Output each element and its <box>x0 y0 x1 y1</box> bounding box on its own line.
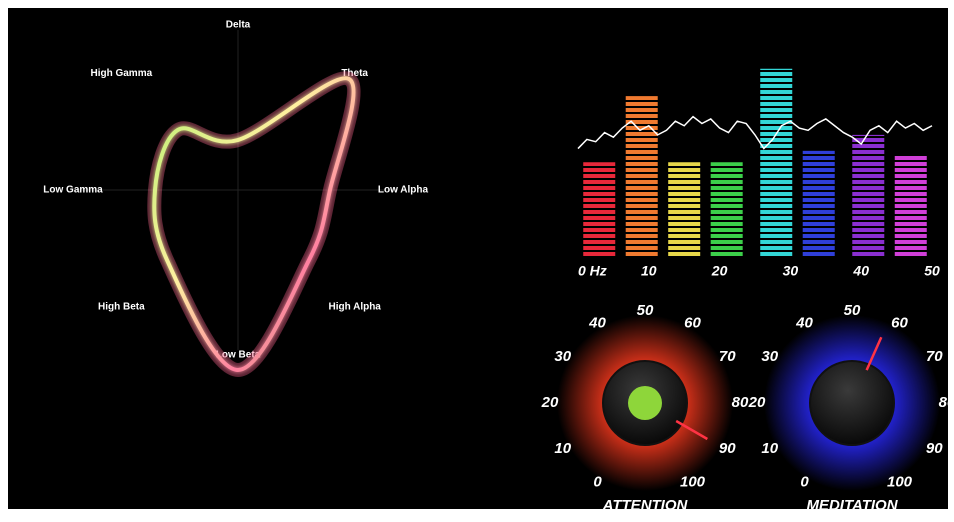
gauge-tick-label: 100 <box>680 474 706 491</box>
axis-label: Low Beta <box>216 350 261 361</box>
gauge-tick-label: 100 <box>887 474 913 491</box>
x-tick-label: 10 <box>641 263 657 279</box>
gauge-tick-label: 40 <box>588 314 606 331</box>
bar <box>668 162 701 258</box>
axis-label: Low Alpha <box>378 185 429 196</box>
gauge-indicator <box>628 386 662 420</box>
bar <box>852 134 885 258</box>
gauge-tick-label: 20 <box>541 394 559 411</box>
x-tick-label: 40 <box>852 263 869 279</box>
axis-label: High Alpha <box>328 301 381 312</box>
gauge-tick-label: 0 <box>800 474 809 491</box>
bar <box>583 162 616 258</box>
gauge-tick-label: 60 <box>891 314 908 331</box>
axis-label: High Beta <box>98 301 145 312</box>
gauge-tick-label: 50 <box>637 302 654 319</box>
axis-label: Theta <box>341 68 368 79</box>
gauge-tick-label: 70 <box>926 348 943 365</box>
gauge-tick-label: 30 <box>554 348 571 365</box>
x-tick-label: 0 Hz <box>578 263 607 279</box>
bar <box>760 68 793 258</box>
gauge-tick-label: 10 <box>761 440 778 457</box>
bar <box>625 96 658 259</box>
axis-label: High Gamma <box>90 68 152 79</box>
radar-shape <box>152 76 356 373</box>
x-tick-label: 50 <box>924 263 940 279</box>
gauge-tick-label: 30 <box>761 348 778 365</box>
gauge-tick-label: 80 <box>732 394 749 411</box>
gauge-title: MEDITATION <box>806 497 898 514</box>
gauge-needle <box>865 336 883 371</box>
bar <box>802 150 835 258</box>
gauge-tick-label: 0 <box>593 474 602 491</box>
x-tick-label: 20 <box>711 263 728 279</box>
gauge-needle <box>675 419 708 441</box>
x-tick-label: 30 <box>783 263 799 279</box>
gauge-title: ATTENTION <box>602 497 689 514</box>
gauge-tick-label: 60 <box>684 314 701 331</box>
axis-label: Delta <box>226 20 251 31</box>
gauge-tick-label: 10 <box>554 440 571 457</box>
gauge-tick-label: 90 <box>926 440 943 457</box>
gauge-knob <box>809 360 895 446</box>
signal-line <box>577 115 933 150</box>
axis-label: Low Gamma <box>43 185 103 196</box>
gauge-tick-label: 90 <box>719 440 736 457</box>
gauge-tick-label: 50 <box>844 302 861 319</box>
gauge-tick-label: 20 <box>748 394 766 411</box>
bar <box>894 155 927 258</box>
gauge-tick-label: 40 <box>795 314 813 331</box>
bar <box>710 162 743 258</box>
gauge-tick-label: 80 <box>939 394 954 411</box>
gauge-tick-label: 70 <box>719 348 736 365</box>
